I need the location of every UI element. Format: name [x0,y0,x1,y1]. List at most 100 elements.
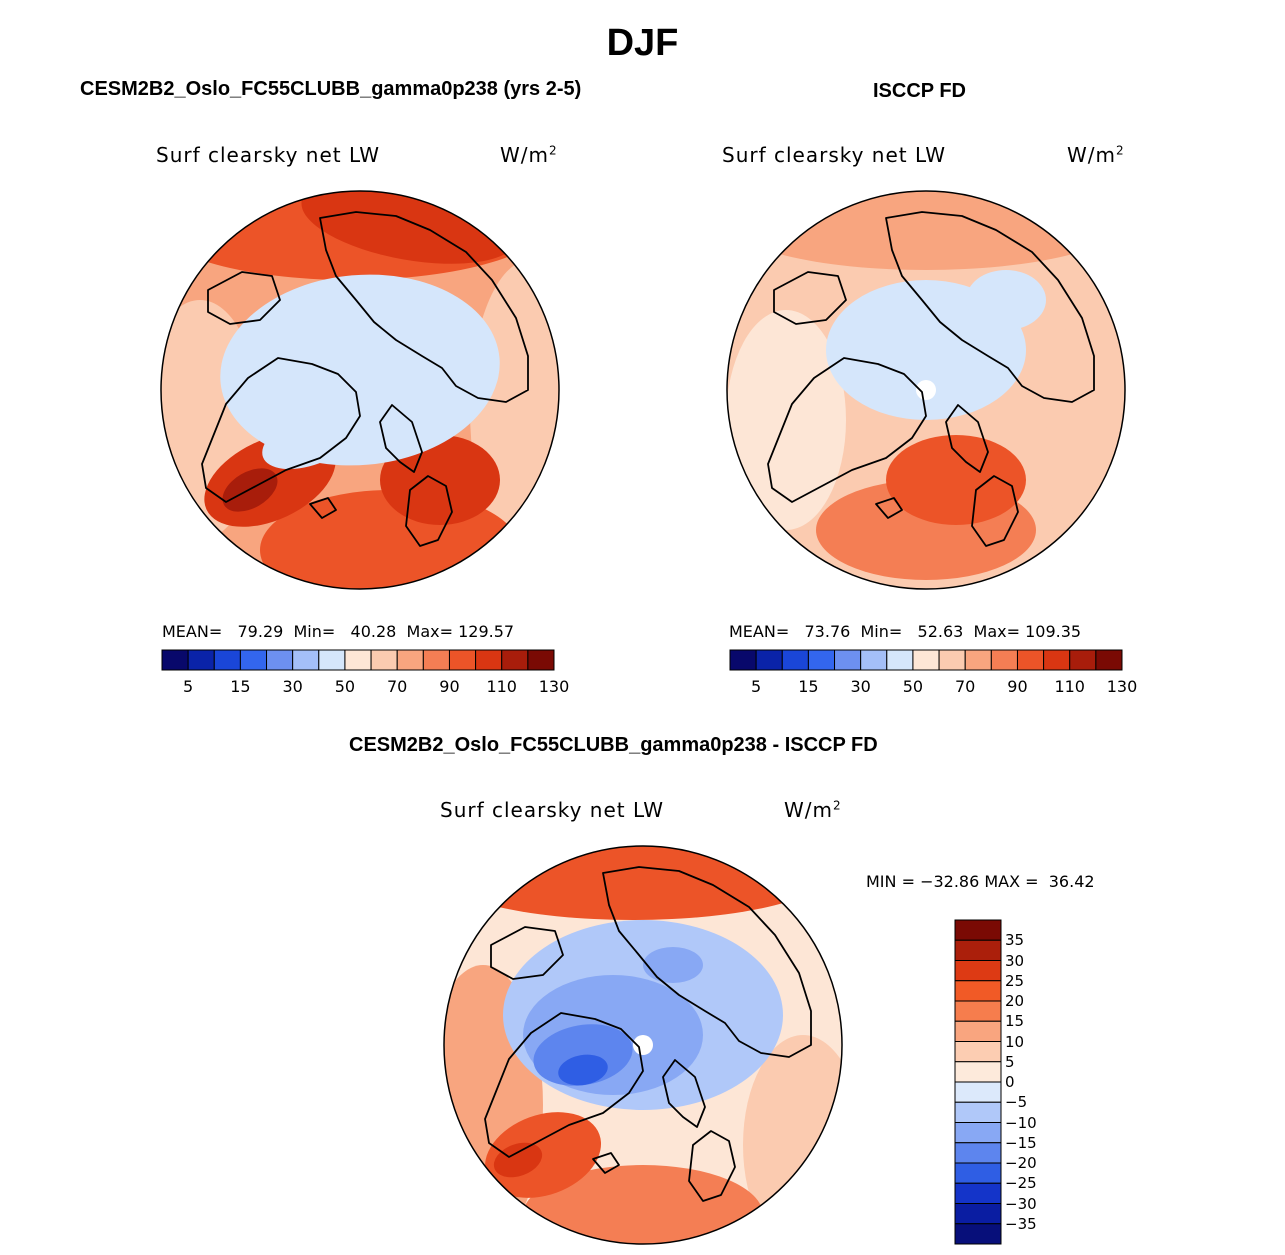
obs-colorbar-box [886,649,914,671]
diff-colorbar-box [954,1162,1002,1184]
obs-colorbar-tick-label: 70 [955,677,976,696]
obs-variable-label: Surf clearsky net LW [722,143,947,167]
diff-colorbar-ticks: 35 30 25 20 15 10 5 0 −5 −10 −15 −20 −25 −30 −35 [1005,920,1065,1244]
obs-colorbar-box [964,649,992,671]
model-min-value: 40.28 [350,622,397,641]
diff-variable-label: Surf clearsky net LW [440,798,665,822]
model-colorbar-box [527,649,555,671]
model-colorbar-box [161,649,189,671]
field-region [380,435,500,525]
diff-colorbar-box [954,1061,1002,1083]
coastline [662,1059,706,1128]
obs-panel-title: ISCCP FD [873,80,966,102]
model-colorbar-box [239,649,268,671]
coastline [945,404,989,473]
coastline [875,497,903,519]
diff-colorbar-box [954,980,1002,1002]
model-units-label: W/m2 [500,143,558,167]
coastline [379,404,423,473]
obs-colorbar-tick-label: 130 [1106,677,1138,696]
model-polar-map [160,190,560,590]
diff-colorbar-box [954,1182,1002,1204]
map-field [161,191,559,589]
coastline [201,357,361,503]
obs-colorbar-box [860,649,888,671]
obs-colorbar-box [781,649,809,671]
diff-colorbar-tick-label: −25 [1005,1174,1037,1193]
model-colorbar-box [448,649,477,671]
diff-colorbar-tick-label: 5 [1005,1052,1015,1071]
model-colorbar-box [370,649,398,671]
obs-colorbar-tick-label: 15 [798,677,819,696]
field-region [727,191,1125,270]
obs-colorbar-box [990,649,1018,671]
obs-colorbar-ticks: 5 15 30 50 70 90 110 130 [730,677,1137,697]
field-region [886,435,1026,525]
model-colorbar-tick-label: 15 [230,677,251,696]
obs-colorbar-box [1095,649,1123,671]
model-colorbar-box [396,649,424,671]
obs-colorbar-box [938,649,966,671]
model-colorbar-ticks: 5 15 30 50 70 90 110 130 [162,677,569,697]
diff-colorbar-tick-label: 20 [1005,992,1025,1010]
obs-colorbar-tick-label: 90 [1007,677,1028,696]
model-colorbar-box [318,649,346,671]
map-field [444,846,842,1244]
obs-colorbar-box [834,649,862,671]
diff-colorbar-box [954,919,1002,941]
field-region [643,947,703,983]
coastline [885,211,1095,403]
obs-mean-value: 73.76 [804,622,851,641]
obs-polar-map [726,190,1126,590]
obs-colorbar-tick-label: 50 [902,677,924,696]
diff-colorbar-tick-label: −10 [1005,1113,1037,1132]
model-colorbar-tick-label: 50 [334,677,356,696]
coastline [688,1130,736,1202]
field-region [1046,300,1125,580]
coastline [405,475,453,547]
field-region [558,1054,608,1086]
model-colorbar-tick-label: 110 [486,677,517,696]
diff-colorbar-box [954,1020,1002,1042]
model-colorbar-tick-label: 90 [439,677,460,696]
field-region [470,260,559,560]
model-max-value: 129.57 [458,622,515,641]
coastline [490,926,564,980]
model-colorbar-box [501,649,529,671]
diff-colorbar-tick-label: −15 [1005,1133,1037,1152]
map-border [160,190,560,590]
diff-colorbar-box [954,1081,1002,1103]
obs-colorbar-box [729,649,757,671]
diff-panel-title: CESM2B2_Oslo_FC55CLUBB_gamma0p238 - ISCC… [349,734,878,756]
coastline [767,357,927,503]
obs-colorbar-box [1043,649,1071,671]
coastline [602,866,812,1058]
diff-colorbar-tick-label: −30 [1005,1194,1037,1213]
diff-colorbar-tick-label: 30 [1005,951,1025,970]
diff-colorbar-tick-label: 0 [1005,1073,1015,1091]
diff-colorbar-box [954,1101,1002,1123]
model-colorbar-tick-label: 5 [183,677,194,696]
pole-hole [916,380,936,400]
map-border [443,845,843,1245]
diff-colorbar-box [954,1122,1002,1144]
diff-colorbar-box [954,939,1002,961]
main-title: DJF [606,22,679,64]
obs-units-label: W/m2 [1067,143,1125,167]
field-region [493,1142,543,1178]
field-region [966,270,1046,330]
model-colorbar-tick-label: 30 [282,677,303,696]
obs-colorbar-tick-label: 110 [1054,677,1085,696]
diff-colorbar-tick-label: −5 [1005,1093,1028,1112]
obs-min-value: 52.63 [917,622,964,641]
field-region [444,846,833,920]
diff-colorbar-tick-label: −35 [1005,1214,1037,1233]
diff-colorbar-box [954,960,1002,982]
obs-colorbar-box [755,649,783,671]
diff-minmax: MIN = −32.86 MAX = 36.42 [866,872,1095,891]
obs-colorbar-box [1016,649,1045,671]
field-region [262,410,358,470]
field-region [220,274,500,466]
model-colorbar-box [344,649,372,671]
coastline [773,271,847,325]
